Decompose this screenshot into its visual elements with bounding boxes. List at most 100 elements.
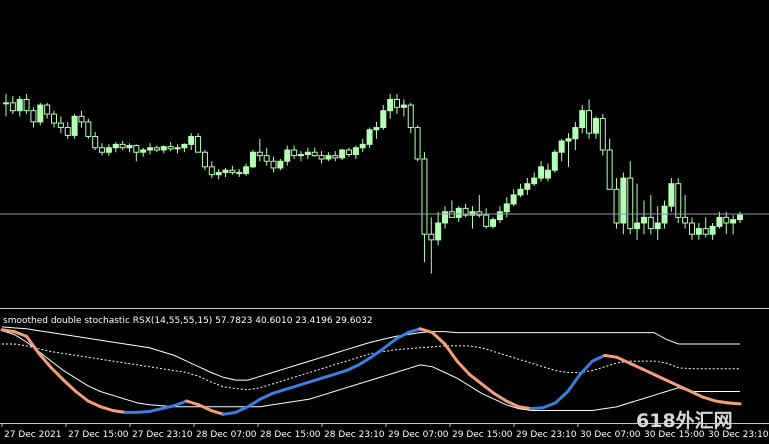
candle-body [30,110,37,123]
candle-body [366,129,373,145]
candle-body [359,143,366,149]
candle-body [37,104,44,123]
candle [579,105,586,134]
candle [332,151,339,162]
candle-body [236,171,243,175]
candle [380,105,387,130]
candle [496,206,503,223]
candle [3,93,9,117]
candle-body [640,216,647,224]
candle [675,178,682,223]
candle-body [345,149,352,155]
candle-body [661,205,668,224]
candle [565,133,572,167]
candle-body [332,155,339,159]
rsx-segment-falling [455,359,471,376]
candle [428,217,435,274]
candle [153,145,160,153]
rsx-segment-falling [677,384,693,393]
candle-body [311,151,318,157]
rsx-segment-rising [332,369,348,376]
candle-body [572,127,579,140]
rsx-segment-rising [529,406,545,411]
candle [538,161,545,182]
price-pane[interactable] [0,93,769,274]
time-axis[interactable]: 27 Dec 2021 27 Dec 15:00 27 Dec 23:10 28 De… [1,423,769,440]
candle-body [85,121,92,138]
candle-body [153,147,160,151]
candle-body [510,194,517,205]
rsx-line [0,327,742,416]
candle [435,211,442,246]
candle-body [435,222,442,241]
candle-body [105,147,112,153]
rsx-segment-falling [467,372,484,386]
candle-body [352,147,359,155]
candle-body [599,118,606,151]
candle [634,183,641,240]
candle-body [634,222,641,230]
candle-body [339,149,346,159]
candlestick-series [3,93,743,274]
candle [647,194,654,235]
candle [599,114,606,156]
candle [462,203,469,218]
rsx-segment-rising [271,388,287,395]
time-axis-label: 30 Dec 07:00 [580,430,641,440]
rsx-segment-falling [627,361,644,371]
rsx-segment-falling [517,405,533,411]
watermark: 618外汇网 [636,409,733,432]
candle [147,143,154,155]
rsx-segment-rising [234,405,250,414]
candle-body [606,149,613,190]
candle [373,121,380,139]
rsx-segment-rising [221,410,238,416]
candle-body [668,183,675,207]
candle-body [613,188,620,224]
candle [78,110,85,128]
candle [414,125,421,162]
time-axis-label: 28 Dec 15:00 [260,430,321,440]
candle [188,133,195,150]
candle-body [387,98,394,112]
candle-body [394,98,401,108]
candle [654,206,661,240]
candle-body [647,216,654,230]
candle-body [51,113,58,124]
candle-body [99,147,106,153]
rsx-segment-falling [431,331,447,346]
candle [551,150,558,173]
candle [277,158,284,171]
rsx-segment-falling [492,391,508,403]
candle [236,169,243,177]
candle [270,156,277,173]
candle [448,200,455,218]
rsx-segment-falling [664,378,680,388]
indicator-pane[interactable]: smoothed double stochastic RSX(14,55,55,… [0,316,742,416]
candle-body [9,102,16,112]
candle-body [442,211,449,224]
candle-body [428,233,435,241]
rsx-segment-falling [701,395,717,403]
candle [9,96,16,115]
rsx-segment-falling [480,382,496,395]
candle [400,99,407,117]
indicator-header: smoothed double stochastic RSX(14,55,55,… [3,316,373,326]
candle-body [627,177,634,230]
candle-body [78,115,85,123]
candle [421,152,428,263]
candle [284,145,291,166]
candle-body [208,166,215,176]
candle-body [249,151,256,168]
candle-body [133,145,140,153]
rsx-segment-falling [689,390,705,399]
rsx-segment-rising [172,399,188,408]
candle-body [318,155,325,160]
candle-body [737,214,743,221]
candle [325,152,332,162]
candle-body [592,118,599,134]
candle-body [195,136,202,153]
candle [318,151,325,164]
rsx-segment-falling [615,355,631,365]
